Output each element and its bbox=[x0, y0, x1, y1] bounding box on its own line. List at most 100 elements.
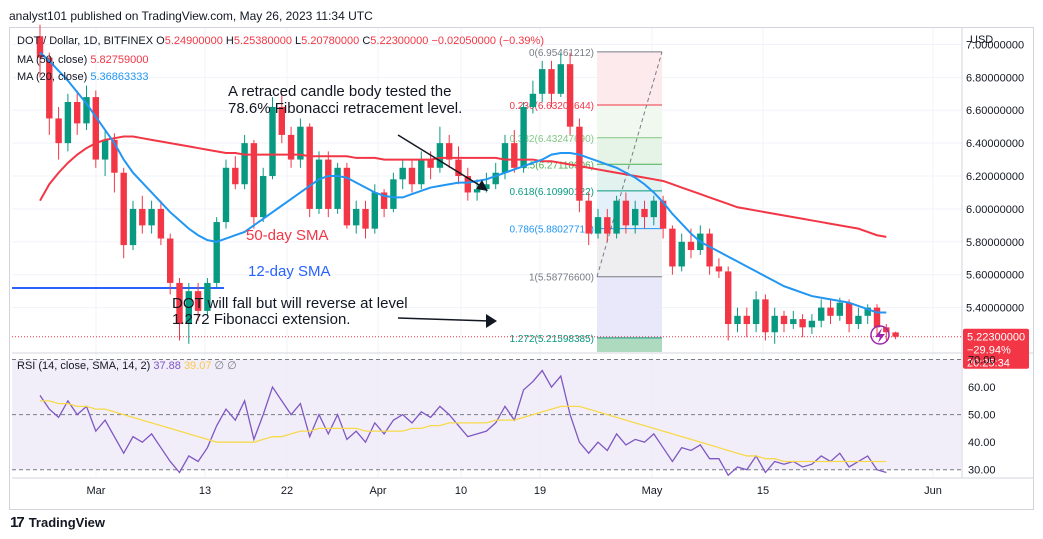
candle-body bbox=[836, 302, 843, 316]
candle-body bbox=[260, 176, 267, 218]
ma50-label: MA (50, close) bbox=[17, 54, 90, 66]
candle-body bbox=[222, 167, 230, 223]
currency-label: USD bbox=[970, 34, 993, 46]
candle-body bbox=[864, 307, 871, 316]
time-tick-label: 10 bbox=[455, 485, 467, 497]
last-price-change: −29.94% bbox=[967, 345, 1011, 357]
last-price-badge bbox=[963, 328, 1029, 369]
arrow-fall-head bbox=[486, 314, 497, 328]
candle-body bbox=[64, 102, 72, 144]
candle-body bbox=[241, 143, 248, 185]
candle-body bbox=[380, 192, 388, 209]
candle-body bbox=[232, 167, 239, 185]
time-tick-label: Jun bbox=[924, 485, 942, 497]
arrow-fall-shaft bbox=[397, 317, 491, 322]
candle-body bbox=[213, 222, 220, 283]
rsi-tick-label: 40.00 bbox=[968, 437, 996, 449]
candle-body bbox=[204, 282, 211, 311]
ohlc-key: O bbox=[156, 35, 165, 47]
annotation-fall-line1: DOT will fall but will reverse at level bbox=[172, 295, 408, 312]
candle-body bbox=[511, 143, 518, 168]
candle-body bbox=[632, 208, 639, 226]
candle-body bbox=[334, 167, 341, 209]
ohlc-key: H bbox=[226, 35, 234, 47]
candle-body bbox=[790, 319, 797, 325]
candle-body bbox=[399, 167, 406, 180]
candle-body bbox=[706, 233, 713, 267]
tradingview-footer[interactable]: 17 TradingView bbox=[10, 514, 105, 531]
legend-symbol-row: DOT / Dollar, 1D, BITFINEX O5.24900000 H… bbox=[17, 35, 544, 47]
candle-body bbox=[101, 139, 109, 160]
fib-band bbox=[597, 137, 662, 165]
candle-body bbox=[343, 167, 351, 226]
annotation-fall-line2: 1.272 Fibonacci extension. bbox=[172, 311, 350, 328]
candle-body bbox=[771, 315, 778, 333]
candle-body bbox=[780, 315, 788, 325]
candle-body bbox=[585, 200, 592, 234]
price-tick-label: 6.80000000 bbox=[966, 72, 1024, 84]
time-axis[interactable]: Mar 13 22 Apr 10 19 May 15 Jun bbox=[87, 485, 942, 497]
fib-level-label: 0.5(6.27118906) bbox=[521, 160, 594, 171]
rsi-label: RSI (14, close, SMA, 14, 2) bbox=[17, 360, 153, 372]
tradingview-brand: TradingView bbox=[28, 515, 106, 530]
price-tick-label: 5.80000000 bbox=[966, 237, 1024, 249]
candle-body bbox=[501, 143, 509, 173]
candle-body bbox=[436, 143, 444, 168]
time-tick-label: 22 bbox=[281, 485, 293, 497]
legend-ma50-row: MA (50, close) 5.82759000 bbox=[17, 54, 148, 66]
candle-body bbox=[604, 217, 611, 234]
price-tick-label: 6.60000000 bbox=[966, 105, 1024, 117]
fib-level-label: 1(5.58776600) bbox=[529, 273, 594, 284]
candle-body bbox=[157, 208, 165, 239]
candle-body bbox=[55, 118, 62, 144]
legend-symbol[interactable]: DOT / Dollar, 1D, BITFINEX bbox=[17, 35, 156, 47]
candle-body bbox=[176, 282, 183, 325]
annotation-sma12: 12-day SMA bbox=[248, 263, 331, 280]
price-tick-label: 6.20000000 bbox=[966, 171, 1024, 183]
chart-frame[interactable] bbox=[9, 27, 1034, 510]
candle-body bbox=[111, 139, 118, 173]
ma50-value: 5.82759000 bbox=[90, 54, 148, 66]
candle-body bbox=[194, 291, 202, 311]
candle-body bbox=[641, 208, 648, 218]
fib-band bbox=[597, 51, 662, 105]
alert-lightning-icon bbox=[870, 325, 890, 345]
fib-level-label: 0.618(6.10990122) bbox=[509, 187, 594, 198]
candle-body bbox=[845, 302, 853, 325]
fibonacci-tool[interactable]: 0(6.95461212)0.236(6.63203644)0.382(6.43… bbox=[509, 48, 663, 352]
ohlc-key: C bbox=[362, 35, 370, 47]
ma20-label: MA (20, close) bbox=[17, 71, 90, 83]
time-tick-label: 15 bbox=[757, 485, 769, 497]
candle-body bbox=[687, 241, 695, 251]
candle-body bbox=[762, 299, 769, 333]
candle-body bbox=[185, 291, 192, 325]
ohlc-value: 5.24900000 bbox=[165, 35, 226, 47]
candle-body bbox=[353, 208, 360, 226]
annotation-retrace-line1: A retraced candle body tested the bbox=[228, 83, 451, 100]
candle-body bbox=[892, 332, 899, 337]
candle-body bbox=[529, 93, 537, 107]
fib-band-extension bbox=[597, 337, 662, 352]
candle-body bbox=[278, 106, 285, 135]
candle-body bbox=[408, 167, 416, 185]
legend-ma20-row: MA (20, close) 5.36863333 bbox=[17, 71, 148, 83]
price-tick-label: 5.40000000 bbox=[966, 303, 1024, 315]
candle-body bbox=[725, 271, 732, 325]
candle-body bbox=[390, 179, 397, 209]
candle-body bbox=[548, 69, 555, 94]
candle-body bbox=[74, 102, 81, 124]
bar-countdown: 20:25:34 bbox=[967, 358, 1010, 370]
candle-body bbox=[855, 315, 862, 325]
last-price-value: 5.22300000 bbox=[967, 332, 1025, 344]
ma50-line bbox=[39, 135, 887, 238]
candle-body bbox=[483, 184, 490, 190]
fib-level-label: 0(6.95461212) bbox=[529, 48, 594, 59]
rsi-pane bbox=[12, 359, 962, 477]
ohlc-value: 5.20780000 bbox=[301, 35, 362, 47]
time-tick-label: 19 bbox=[534, 485, 546, 497]
candle-body bbox=[306, 126, 313, 209]
price-tick-label: 6.00000000 bbox=[966, 204, 1024, 216]
